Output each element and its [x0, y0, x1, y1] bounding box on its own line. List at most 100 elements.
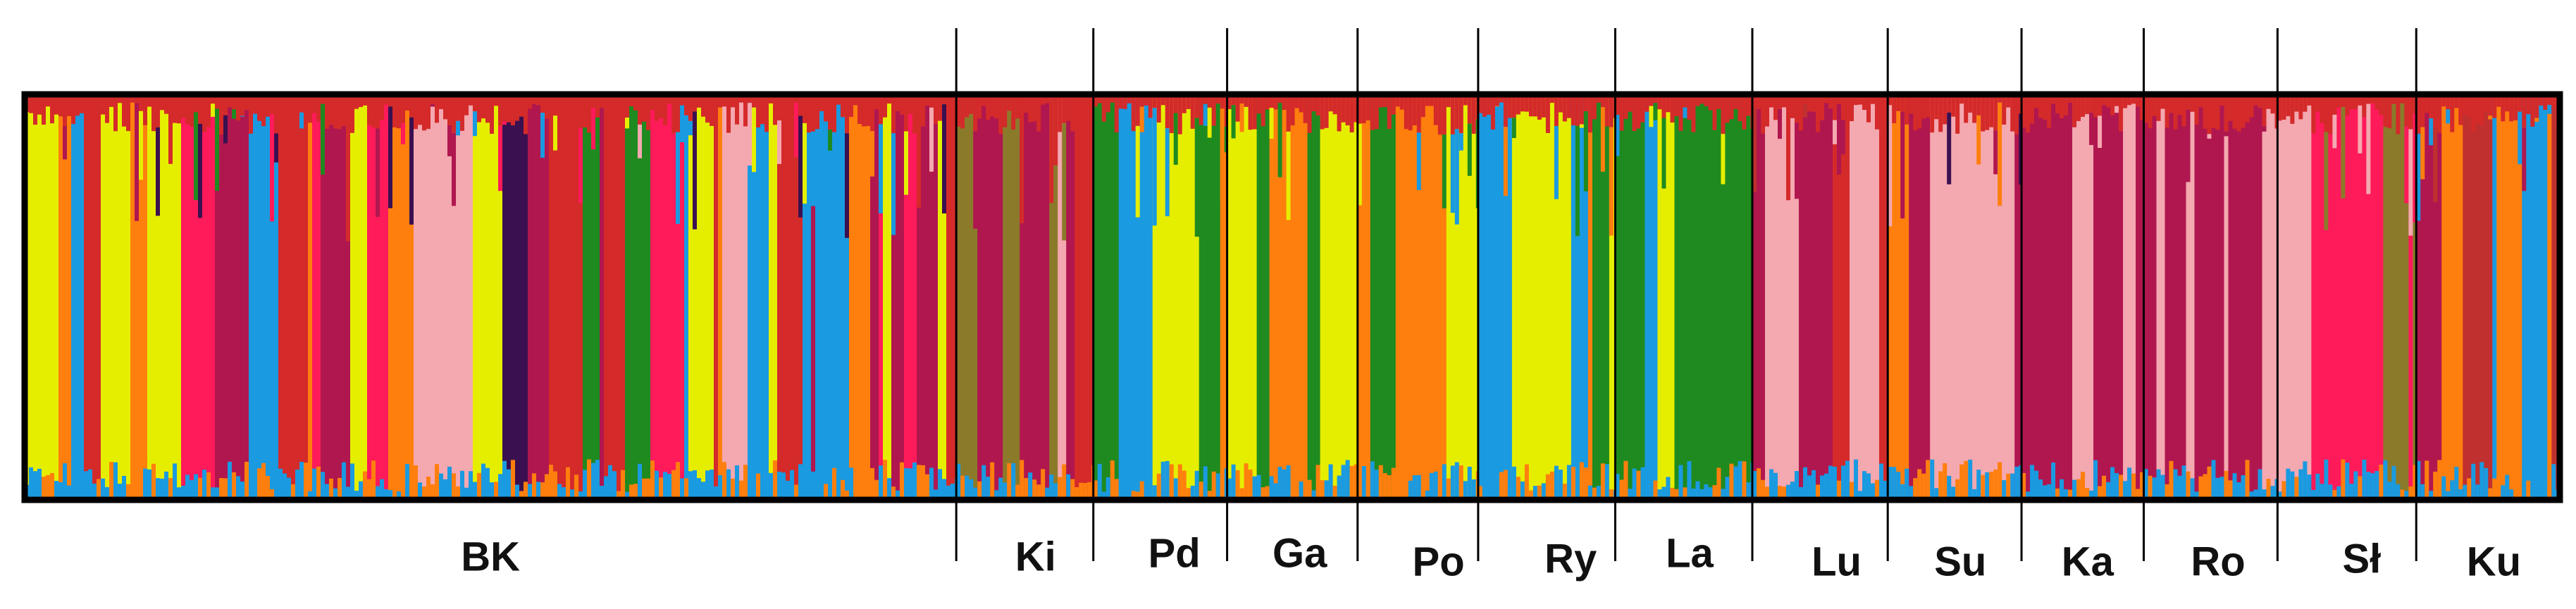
stripe — [1537, 94, 1542, 500]
stripe — [1011, 94, 1016, 130]
stripe — [1926, 460, 1931, 500]
stripe — [67, 485, 72, 500]
stripe — [1699, 489, 1704, 500]
stripe — [515, 94, 520, 500]
stripe — [240, 481, 245, 500]
stripe — [1528, 490, 1534, 500]
stripe — [1878, 94, 1884, 500]
stripe — [253, 478, 258, 500]
stripe — [1478, 94, 1483, 113]
stripe — [900, 94, 905, 500]
stripe — [266, 94, 271, 500]
stripe — [1981, 475, 1986, 500]
stripe — [2328, 94, 2333, 500]
stripe — [1623, 94, 1628, 500]
stripe — [1058, 477, 1063, 500]
stripe — [456, 94, 461, 121]
stripe — [1955, 94, 1960, 134]
stripe — [359, 94, 364, 108]
stripe — [1463, 94, 1468, 106]
stripe — [312, 94, 317, 113]
stripe — [2253, 489, 2259, 500]
stripe — [998, 477, 1003, 500]
stripe — [1670, 94, 1675, 500]
stripe — [1015, 484, 1020, 500]
stripe — [1420, 94, 1426, 500]
stripe — [950, 483, 955, 500]
stripe — [870, 94, 875, 132]
stripe — [773, 94, 778, 500]
stripe — [354, 94, 359, 109]
stripe — [2370, 94, 2375, 103]
stripe — [1269, 94, 1275, 500]
stripe — [1478, 486, 1483, 500]
stripe — [1773, 94, 1778, 106]
stripe — [359, 481, 364, 500]
stripe — [1596, 94, 1602, 500]
stripe — [1661, 94, 1666, 500]
stripe — [1429, 94, 1435, 106]
stripe — [803, 94, 807, 123]
stripe — [1998, 94, 2002, 500]
stripe — [986, 477, 991, 500]
stripe — [777, 471, 782, 500]
stripe — [1545, 94, 1551, 133]
stripe — [1194, 470, 1200, 500]
stripe — [1909, 94, 1914, 500]
stripe — [2262, 126, 2267, 132]
stripe — [1471, 94, 1477, 134]
stripe — [490, 482, 495, 500]
stripe — [1286, 131, 1292, 220]
stripe — [2019, 465, 2022, 500]
group-label: Sł — [2343, 536, 2382, 582]
stripe — [1374, 94, 1380, 130]
stripe — [1244, 463, 1249, 500]
stripe — [2219, 94, 2225, 106]
stripe — [1785, 94, 1791, 112]
stripe — [380, 94, 385, 500]
stripe — [50, 94, 55, 124]
stripe — [1687, 94, 1692, 120]
stripe — [1930, 459, 1935, 500]
stripe — [2224, 470, 2229, 500]
stripe — [2518, 462, 2522, 500]
stripe — [960, 94, 965, 129]
stripe — [710, 94, 714, 126]
stripe — [1239, 94, 1245, 500]
stripe — [2060, 479, 2064, 500]
stripe — [198, 94, 203, 500]
stripe — [1227, 478, 1232, 500]
stripe — [464, 94, 469, 115]
stripe — [2433, 94, 2438, 500]
stripe — [1282, 469, 1287, 500]
stripe — [1442, 94, 1447, 500]
stripe — [1604, 464, 1610, 500]
stripe — [156, 94, 161, 500]
stripe — [600, 485, 605, 500]
stripe — [969, 94, 974, 500]
stripe — [240, 115, 245, 117]
stripe — [2425, 460, 2429, 500]
stripe — [1036, 94, 1041, 132]
stripe — [688, 94, 693, 121]
stripe — [456, 486, 461, 500]
stripe — [2446, 94, 2451, 500]
stripe — [274, 94, 279, 500]
stripe — [549, 94, 554, 500]
stripe — [2114, 472, 2119, 500]
stripe — [1224, 126, 1228, 153]
stripe — [921, 465, 926, 500]
stripe — [2413, 113, 2417, 223]
stripe — [973, 94, 978, 500]
stripe — [147, 94, 152, 107]
stripe — [151, 463, 156, 500]
stripe — [2076, 479, 2081, 500]
stripe — [1273, 109, 1279, 177]
stripe — [498, 474, 503, 500]
stripe — [477, 94, 482, 123]
stripe — [333, 94, 338, 500]
stripe — [439, 473, 444, 500]
stripe — [1587, 94, 1593, 133]
stripe — [2530, 94, 2535, 127]
stripe — [177, 487, 182, 500]
